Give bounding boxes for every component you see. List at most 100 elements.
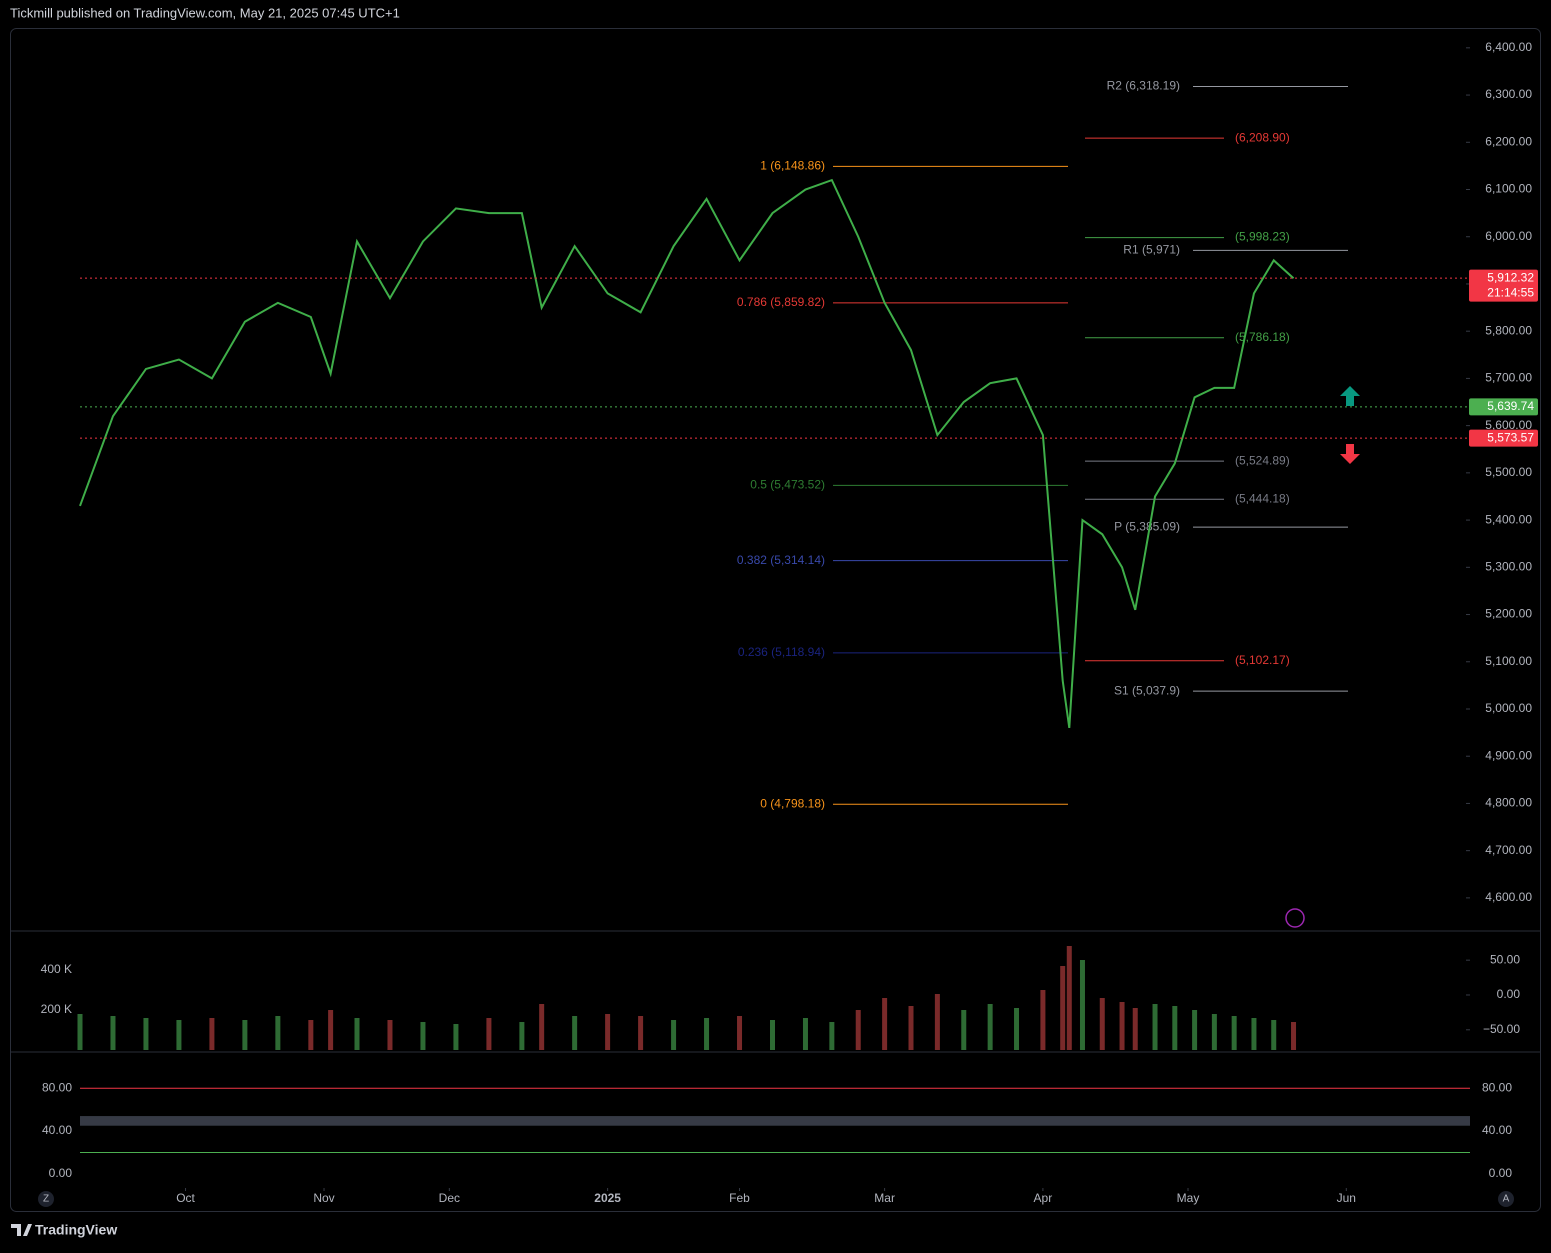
brand: TradingView (35, 1222, 117, 1238)
stoch-tick-label: 80.00 (1482, 1080, 1512, 1094)
volume-bar (1079, 960, 1085, 1050)
stoch-tick-label: 0.00 (1489, 1166, 1513, 1180)
y-tick-label: 5,000.00 (1485, 701, 1532, 715)
volume-bar (1291, 1022, 1297, 1050)
pivot-label: S1 (5,037.9) (1114, 683, 1180, 697)
pivot-label: P (5,385.09) (1114, 519, 1180, 533)
volume-bar (1099, 998, 1105, 1050)
volume-bar (354, 1018, 360, 1050)
volume-bar (1192, 1010, 1198, 1050)
price-label: 5,912.32 (1487, 270, 1534, 284)
y-tick-label: 6,100.00 (1485, 182, 1532, 196)
volume-bar (1231, 1016, 1237, 1050)
down-arrow (1340, 444, 1360, 464)
alert-icon[interactable] (1285, 908, 1305, 928)
fib-label: 1 (6,148.86) (760, 159, 825, 173)
y-tick-label: 5,600.00 (1485, 418, 1532, 432)
price-label: 5,573.57 (1487, 430, 1534, 444)
oscillator-tick-label: 0.00 (1497, 987, 1521, 1001)
x-tick-label: May (1177, 1191, 1200, 1205)
volume-bar (209, 1018, 215, 1050)
x-tick-label: Jun (1337, 1191, 1356, 1205)
volume-bar (1152, 1004, 1158, 1050)
x-tick-label: Oct (176, 1191, 195, 1205)
stoch-tick-label: 0.00 (49, 1166, 73, 1180)
zoom-label: Z (43, 1194, 49, 1205)
volume-bar (802, 1018, 808, 1050)
volume-bar (143, 1018, 149, 1050)
volume-bar (420, 1022, 426, 1050)
volume-bar (882, 998, 888, 1050)
price-box (1469, 398, 1538, 416)
y-tick-label: 5,700.00 (1485, 371, 1532, 385)
volume-bar (1251, 1018, 1257, 1050)
pivot-label: R1 (5,971) (1123, 243, 1180, 257)
volume-bar (539, 1004, 545, 1050)
stoch-band (80, 1116, 1470, 1126)
volume-bar (961, 1010, 967, 1050)
volume-tick-label: 200 K (41, 1002, 72, 1016)
volume-bar (1040, 990, 1046, 1050)
pivot-label: (5,444.18) (1235, 491, 1290, 505)
volume-tick-label: 400 K (41, 962, 72, 976)
price-box (1469, 269, 1538, 302)
pivot-label: (5,524.89) (1235, 453, 1290, 467)
y-tick-label: 4,700.00 (1485, 843, 1532, 857)
y-tick-label: 5,400.00 (1485, 512, 1532, 526)
volume-bar (453, 1024, 459, 1050)
volume-bar (704, 1018, 710, 1050)
oscillator-tick-label: 50.00 (1490, 952, 1520, 966)
auto-button[interactable] (1498, 1191, 1514, 1207)
volume-bar (855, 1010, 861, 1050)
y-tick-label: 6,000.00 (1485, 229, 1532, 243)
y-tick-label: 4,800.00 (1485, 796, 1532, 810)
volume-bar (1119, 1002, 1125, 1050)
pivot-label: R2 (6,318.19) (1107, 79, 1180, 93)
y-tick-label: 5,300.00 (1485, 559, 1532, 573)
pivot-label: (6,208.90) (1235, 130, 1290, 144)
volume-bar (308, 1020, 314, 1050)
y-tick-label: 5,800.00 (1485, 323, 1532, 337)
volume-bar (1060, 966, 1066, 1050)
volume-bar (572, 1016, 578, 1050)
stoch-tick-label: 40.00 (42, 1123, 72, 1137)
fib-label: 0.5 (5,473.52) (750, 478, 825, 492)
y-tick-label: 5,500.00 (1485, 465, 1532, 479)
x-tick-label: Mar (874, 1191, 895, 1205)
volume-bar (242, 1020, 248, 1050)
volume-bar (1211, 1014, 1217, 1050)
y-tick-label: 6,200.00 (1485, 134, 1532, 148)
x-tick-label: Nov (313, 1191, 334, 1205)
price-line (79, 178, 1295, 729)
fib-label: 0.786 (5,859.82) (737, 295, 825, 309)
volume-bar (1014, 1008, 1020, 1050)
volume-bar (328, 1010, 334, 1050)
fib-label: 0 (4,798.18) (760, 796, 825, 810)
logo-icon (11, 1224, 32, 1236)
x-tick-label: Dec (439, 1191, 460, 1205)
y-tick-label: 6,300.00 (1485, 87, 1532, 101)
x-tick-label: Apr (1034, 1191, 1053, 1205)
pivot-label: (5,102.17) (1235, 653, 1290, 667)
y-tick-label: 4,600.00 (1485, 890, 1532, 904)
pivot-label: (5,998.23) (1235, 230, 1290, 244)
zoom-button[interactable] (38, 1191, 54, 1207)
stoch-tick-label: 80.00 (42, 1080, 72, 1094)
volume-bar (829, 1022, 835, 1050)
price-label: 5,639.74 (1487, 399, 1534, 413)
auto-label: A (1503, 1194, 1510, 1205)
y-tick-label: 5,100.00 (1485, 654, 1532, 668)
volume-bar (1172, 1006, 1178, 1050)
fib-label: 0.236 (5,118.94) (738, 645, 825, 659)
volume-bar (638, 1016, 644, 1050)
volume-bar (908, 1006, 914, 1050)
up-arrow (1340, 386, 1360, 406)
y-tick-label: 4,900.00 (1485, 748, 1532, 762)
x-tick-label: Feb (729, 1191, 750, 1205)
volume-bar (770, 1020, 775, 1050)
chart-frame (10, 28, 1541, 1212)
volume-bar (1271, 1020, 1277, 1050)
volume-bar (671, 1020, 677, 1050)
